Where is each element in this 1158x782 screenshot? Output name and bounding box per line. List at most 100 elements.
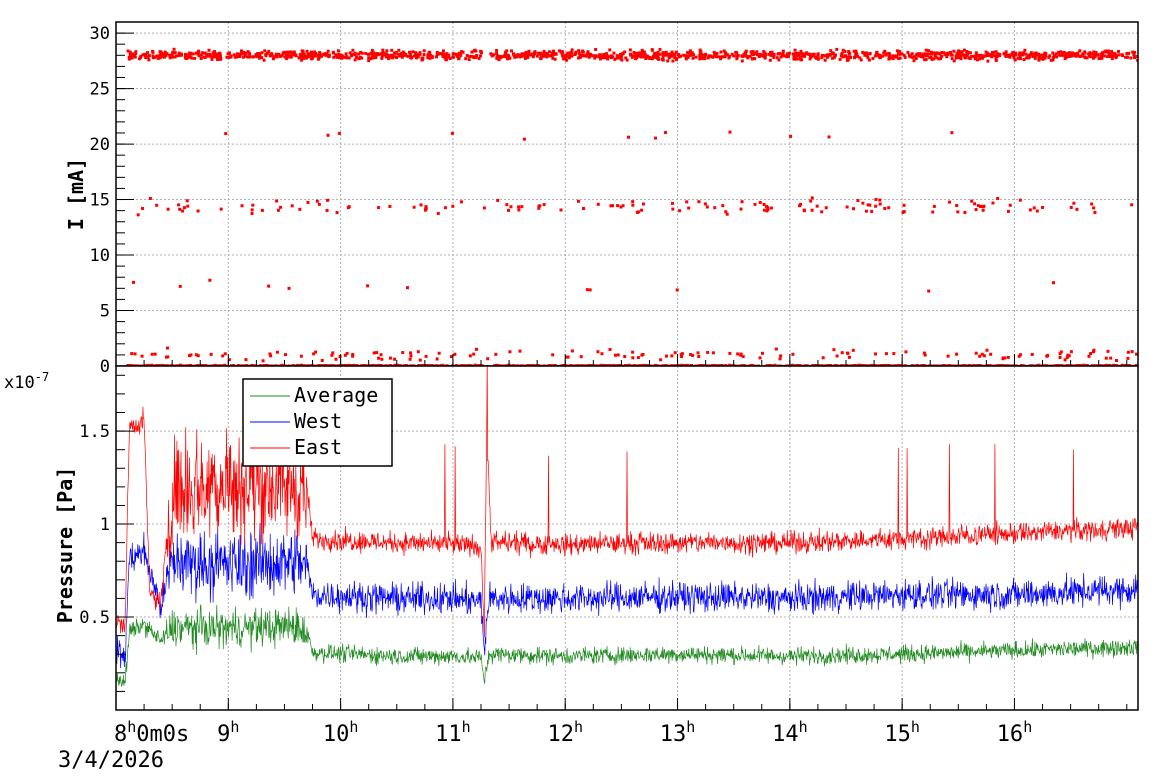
- current-point: [585, 288, 589, 292]
- current-point: [240, 204, 244, 208]
- current-point: [767, 52, 771, 56]
- current-point: [136, 213, 140, 217]
- current-point: [774, 347, 778, 351]
- current-point: [131, 280, 135, 284]
- current-point: [447, 55, 451, 59]
- current-point: [1051, 58, 1055, 62]
- current-point: [342, 55, 346, 59]
- current-point: [683, 364, 687, 366]
- current-point: [986, 59, 990, 63]
- current-point: [613, 57, 617, 61]
- current-point: [1136, 58, 1138, 62]
- current-point: [844, 54, 848, 58]
- current-point: [312, 50, 316, 54]
- current-point: [247, 51, 251, 55]
- current-point: [292, 50, 296, 54]
- current-point: [570, 54, 574, 58]
- current-point: [601, 56, 605, 60]
- current-point: [1094, 50, 1098, 54]
- current-point: [752, 57, 756, 61]
- current-point: [950, 57, 954, 61]
- x-tick-label: 13h: [660, 718, 696, 747]
- current-point: [584, 54, 588, 58]
- current-point: [478, 54, 482, 58]
- current-point: [932, 204, 936, 208]
- current-point: [887, 57, 891, 61]
- current-point: [1016, 56, 1020, 60]
- current-point: [611, 55, 615, 59]
- current-point: [551, 353, 555, 357]
- current-point: [1035, 209, 1039, 213]
- current-point: [691, 56, 695, 60]
- current-point: [1051, 281, 1055, 285]
- current-point: [404, 364, 408, 366]
- current-point: [791, 364, 795, 366]
- current-point: [703, 202, 707, 206]
- current-point: [474, 55, 478, 59]
- current-point: [1029, 51, 1033, 55]
- current-point: [740, 59, 744, 63]
- current-point: [1001, 357, 1005, 361]
- current-point: [910, 52, 914, 56]
- current-point: [701, 364, 705, 366]
- current-point: [1078, 49, 1082, 53]
- current-point: [964, 55, 968, 59]
- current-point: [1025, 56, 1029, 60]
- current-point: [735, 51, 739, 55]
- current-point: [177, 203, 181, 207]
- current-point: [551, 56, 555, 60]
- current-point: [670, 50, 674, 54]
- current-point: [291, 53, 295, 57]
- current-point: [250, 211, 254, 215]
- current-point: [650, 57, 654, 61]
- current-point: [730, 52, 734, 56]
- current-point: [222, 364, 226, 366]
- current-point: [989, 352, 993, 356]
- current-point: [492, 364, 496, 366]
- pressure-series: [116, 366, 1138, 687]
- current-point: [1055, 364, 1059, 366]
- current-point: [891, 57, 895, 61]
- current-point: [416, 53, 420, 57]
- current-point: [630, 55, 634, 59]
- current-point: [967, 364, 971, 366]
- current-point: [1087, 52, 1091, 56]
- current-point: [360, 51, 364, 55]
- current-point: [797, 364, 801, 366]
- current-point: [924, 54, 928, 58]
- current-point: [966, 50, 970, 54]
- current-point: [162, 55, 166, 59]
- current-point: [302, 52, 306, 56]
- current-point: [764, 204, 768, 208]
- current-point: [215, 52, 219, 56]
- current-point: [786, 52, 790, 56]
- current-point: [259, 364, 263, 366]
- current-point: [301, 49, 305, 53]
- current-point: [868, 52, 872, 56]
- current-point: [782, 54, 786, 58]
- current-point: [937, 57, 941, 61]
- current-point: [993, 54, 997, 58]
- current-point: [959, 53, 963, 57]
- current-point: [740, 54, 744, 58]
- current-point: [499, 56, 503, 60]
- current-point: [509, 49, 513, 53]
- current-point: [260, 208, 264, 212]
- current-point: [343, 353, 347, 357]
- current-point: [235, 52, 239, 56]
- current-point: [543, 54, 547, 58]
- current-point: [384, 364, 388, 366]
- current-point: [408, 50, 412, 54]
- current-point: [975, 53, 979, 57]
- current-point: [706, 56, 710, 60]
- current-point: [1125, 55, 1129, 59]
- current-point: [401, 351, 405, 355]
- current-point: [369, 56, 373, 60]
- current-point: [390, 53, 394, 57]
- current-point: [1048, 54, 1052, 58]
- current-point: [762, 50, 766, 54]
- current-point: [504, 50, 508, 54]
- current-point: [156, 56, 160, 60]
- x-tick-label: 11h: [435, 718, 471, 747]
- current-point: [824, 364, 828, 366]
